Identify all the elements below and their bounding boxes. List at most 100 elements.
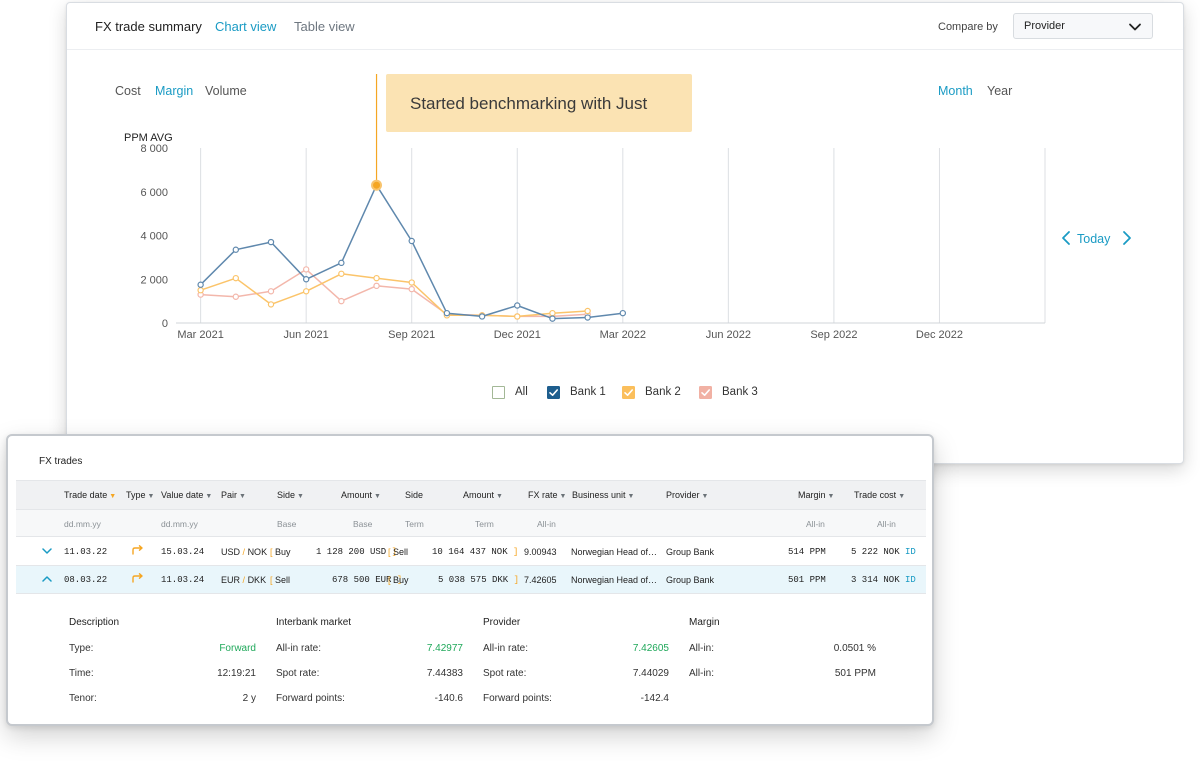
col-trade-date-label: Trade date xyxy=(64,490,108,500)
provider-forward-label: Forward points: xyxy=(483,693,552,704)
col-margin-label: Margin xyxy=(798,490,826,500)
cell-trade-cost: 3 314 NOK ID xyxy=(851,575,916,585)
x-tick-label: Sep 2022 xyxy=(810,329,857,341)
sub-side-term: Term xyxy=(405,519,424,529)
data-point xyxy=(619,309,627,317)
pair-term: NOK xyxy=(247,547,268,557)
table-row[interactable]: 11.03.22 15.03.24 USD / NOK [ Buy 1 128 … xyxy=(16,538,926,566)
side-term: Buy xyxy=(393,575,409,585)
pair-term: DKK xyxy=(247,575,267,585)
id-link[interactable]: ID xyxy=(905,575,916,585)
fx-trades-title: FX trades xyxy=(39,456,83,467)
data-point xyxy=(232,246,240,253)
compare-by-select[interactable]: Provider xyxy=(1013,13,1153,39)
col-fx-rate[interactable]: FX rate ▼ xyxy=(528,490,566,500)
chevron-up-icon[interactable] xyxy=(42,574,52,584)
fx-trade-summary-window: FX trade summary Chart view Table view C… xyxy=(66,2,1184,464)
data-point xyxy=(267,238,275,246)
col-side-base-label: Side xyxy=(277,490,296,500)
data-point xyxy=(514,302,521,309)
cell-margin: 501 PPM xyxy=(788,575,826,585)
cell-amount-base: 1 128 200 USD ] xyxy=(316,547,397,557)
cell-side-term: [ Sell xyxy=(388,547,408,557)
forward-arrow-icon xyxy=(132,573,143,583)
col-business-unit-label: Business unit xyxy=(572,490,626,500)
caret-down-icon: ▼ xyxy=(147,493,155,500)
data-point xyxy=(373,282,380,290)
cell-business-unit: Norwegian Head of… xyxy=(571,547,658,557)
period-tab-month[interactable]: Month xyxy=(938,84,973,98)
col-amount-term-label: Amount xyxy=(463,490,495,500)
col-value-date[interactable]: Value date ▼ xyxy=(161,490,212,500)
col-amount-term[interactable]: Amount ▼ xyxy=(463,490,503,500)
x-tick-label: Mar 2022 xyxy=(600,329,646,341)
amount-base: 678 500 EUR xyxy=(332,575,392,585)
data-point xyxy=(267,288,275,295)
col-side-term-label: Side xyxy=(405,490,424,500)
data-point xyxy=(373,274,380,282)
data-point xyxy=(408,279,415,286)
col-value-date-label: Value date xyxy=(161,490,204,500)
legend-checkbox-all[interactable] xyxy=(492,386,505,399)
chevron-right-icon[interactable] xyxy=(1121,230,1133,246)
chevron-left-icon[interactable] xyxy=(1060,230,1072,246)
side-base: Buy xyxy=(275,547,291,557)
period-tab-year[interactable]: Year xyxy=(987,84,1013,98)
sub-side-base: Base xyxy=(277,519,297,529)
id-link[interactable]: ID xyxy=(905,547,916,557)
col-trade-cost[interactable]: Trade cost ▼ xyxy=(854,490,905,500)
table-header-row: Trade date ▼ Type ▼ Value date ▼ Pair ▼ Side… xyxy=(16,480,926,510)
col-provider[interactable]: Provider ▼ xyxy=(666,490,708,500)
col-side-base[interactable]: Side ▼ xyxy=(277,490,304,500)
details-type-value: Forward xyxy=(219,643,256,654)
col-pair[interactable]: Pair ▼ xyxy=(221,490,246,500)
legend-label-bank-2: Bank 2 xyxy=(645,386,681,398)
provider-spot-value: 7.44029 xyxy=(632,668,669,679)
cell-amount-term: 10 164 437 NOK ] xyxy=(432,547,518,557)
cell-trade-date: 08.03.22 xyxy=(64,575,108,585)
data-point xyxy=(338,297,345,305)
tab-chart-view[interactable]: Chart view xyxy=(215,19,277,34)
tab-table-view[interactable]: Table view xyxy=(294,19,355,34)
check-icon[interactable] xyxy=(622,386,635,399)
cell-pair: EUR / DKK xyxy=(221,575,266,585)
table-row-selected[interactable]: 08.03.22 11.03.24 EUR / DKK [ Sell 678 5… xyxy=(16,566,926,594)
metric-tab-cost[interactable]: Cost xyxy=(115,84,141,98)
pair-base: USD xyxy=(221,547,241,557)
bracket-close: ] xyxy=(513,575,520,585)
cell-pair: USD / NOK xyxy=(221,547,267,557)
data-point xyxy=(549,309,556,317)
today-button[interactable]: Today xyxy=(1077,232,1111,246)
details-time-label: Time: xyxy=(69,668,94,679)
col-type[interactable]: Type ▼ xyxy=(126,490,154,500)
interbank-all-in-value: 7.42977 xyxy=(426,643,463,654)
sub-fx-rate: All-in xyxy=(537,519,556,529)
sub-amount-base: Base xyxy=(353,519,373,529)
data-point xyxy=(549,315,556,322)
y-tick-label: 8 000 xyxy=(140,143,168,155)
legend-label-all: All xyxy=(515,386,528,398)
col-margin[interactable]: Margin ▼ xyxy=(798,490,834,500)
x-tick-label: Dec 2021 xyxy=(494,329,541,341)
caret-down-icon: ▼ xyxy=(627,493,635,500)
col-fx-rate-label: FX rate xyxy=(528,490,558,500)
check-icon[interactable] xyxy=(547,386,560,399)
col-trade-date[interactable]: Trade date ▼ xyxy=(64,490,116,500)
x-tick-label: Jun 2022 xyxy=(706,329,751,341)
sub-margin: All-in xyxy=(806,519,825,529)
summary-header: FX trade summary Chart view Table view C… xyxy=(67,3,1183,50)
pair-base: EUR xyxy=(221,575,241,585)
col-business-unit[interactable]: Business unit ▼ xyxy=(572,490,634,500)
metric-tab-volume[interactable]: Volume xyxy=(205,84,247,98)
check-icon[interactable] xyxy=(699,386,712,399)
data-point xyxy=(232,274,240,282)
data-point xyxy=(338,259,345,267)
bracket-open: [ xyxy=(388,575,391,585)
bracket-close: ] xyxy=(391,547,398,557)
data-point xyxy=(443,309,451,317)
cell-provider: Group Bank xyxy=(666,575,715,585)
metric-tab-margin[interactable]: Margin xyxy=(155,84,194,98)
details-time-value: 12:19:21 xyxy=(217,668,256,679)
col-amount-base[interactable]: Amount ▼ xyxy=(341,490,381,500)
chevron-down-icon[interactable] xyxy=(42,546,52,556)
